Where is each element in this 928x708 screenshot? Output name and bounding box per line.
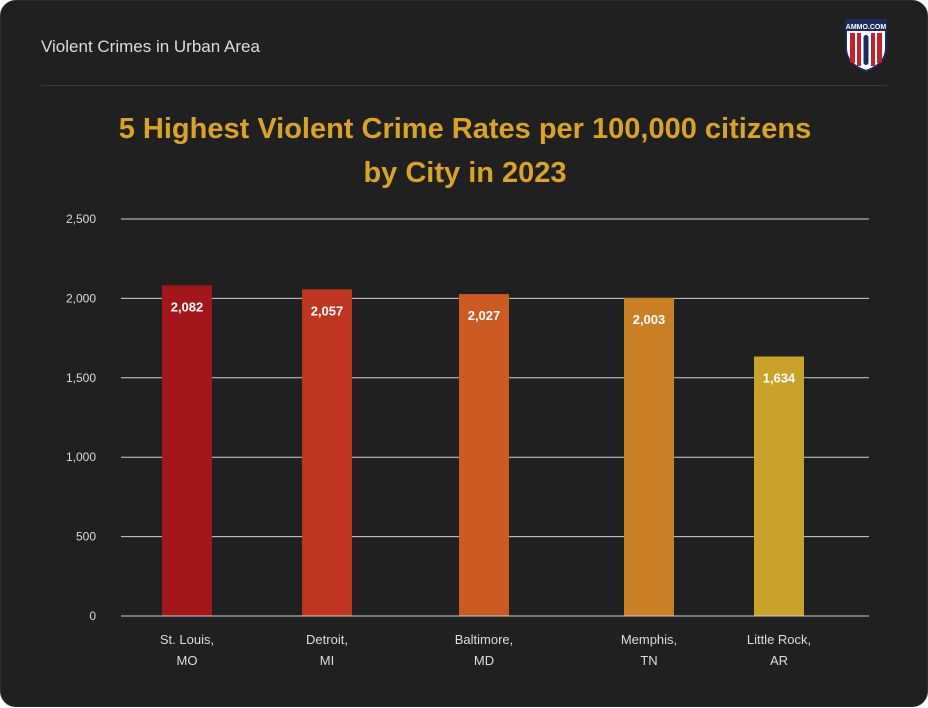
x-tick-label: MI <box>320 653 334 668</box>
y-tick-label: 2,000 <box>66 291 96 305</box>
y-tick-label: 0 <box>89 609 96 623</box>
data-label: 2,057 <box>311 303 344 318</box>
header-title: Violent Crimes in Urban Area <box>41 37 260 56</box>
data-label: 2,082 <box>171 299 204 314</box>
x-tick-label: St. Louis, <box>160 632 214 647</box>
svg-text:AMMO.COM: AMMO.COM <box>846 24 887 31</box>
bar <box>302 289 352 616</box>
y-tick-label: 500 <box>76 530 96 544</box>
chart-title: 5 Highest Violent Crime Rates per 100,00… <box>61 107 869 195</box>
bar <box>162 285 212 616</box>
x-tick-label: MD <box>474 653 494 668</box>
ammo-logo: AMMO.COM <box>845 19 887 72</box>
x-tick-label: MO <box>177 653 198 668</box>
chart-title-line-2: by City in 2023 <box>363 157 567 189</box>
bar <box>754 356 804 616</box>
y-tick-label: 1,000 <box>66 450 96 464</box>
x-tick-label: Memphis, <box>621 632 677 647</box>
y-tick-label: 1,500 <box>66 371 96 385</box>
data-label: 2,003 <box>633 312 666 327</box>
x-tick-label: TN <box>640 653 657 668</box>
bar <box>459 294 509 616</box>
chart-title-line-1: 5 Highest Violent Crime Rates per 100,00… <box>118 113 812 145</box>
x-tick-label: Little Rock, <box>747 632 811 647</box>
data-label: 2,027 <box>468 308 501 323</box>
bar <box>624 297 674 616</box>
x-tick-label: AR <box>770 653 788 668</box>
x-tick-label: Detroit, <box>306 632 348 647</box>
header-divider <box>41 85 887 86</box>
y-tick-label: 2,500 <box>66 212 96 226</box>
x-tick-label: Baltimore, <box>455 632 514 647</box>
data-label: 1,634 <box>763 371 796 386</box>
